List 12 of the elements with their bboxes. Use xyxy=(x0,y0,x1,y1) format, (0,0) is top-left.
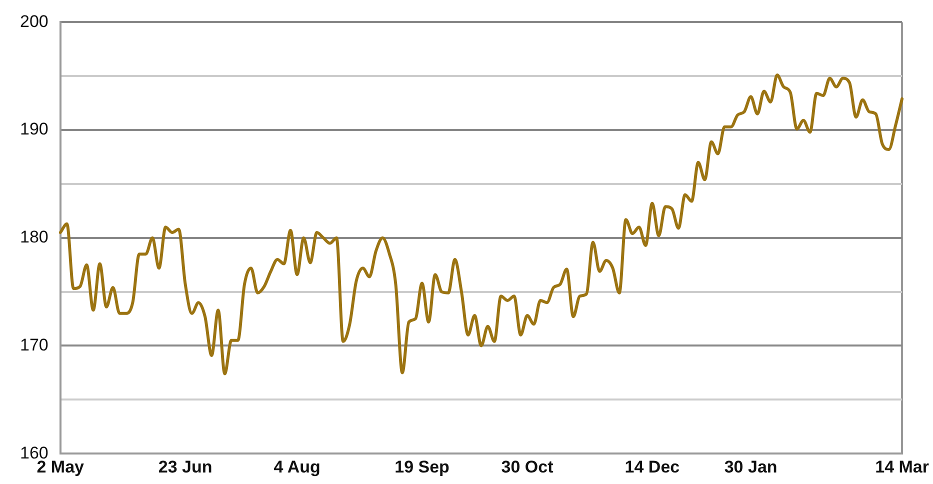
x-tick-label: 30 Oct xyxy=(501,457,554,476)
x-tick-label: 14 Mar xyxy=(875,457,930,476)
line-series xyxy=(58,74,904,376)
x-tick-label: 4 Aug xyxy=(274,457,320,476)
x-tick-label: 19 Sep xyxy=(394,457,450,476)
y-tick-label: 200 xyxy=(20,12,48,31)
x-tick-label: 14 Dec xyxy=(624,457,680,476)
y-tick-label: 180 xyxy=(20,228,48,247)
x-tick-label: 30 Jan xyxy=(724,457,778,476)
y-tick-label: 170 xyxy=(20,335,48,354)
y-tick-label: 190 xyxy=(20,120,48,139)
x-tick-label: 23 Jun xyxy=(158,457,212,476)
